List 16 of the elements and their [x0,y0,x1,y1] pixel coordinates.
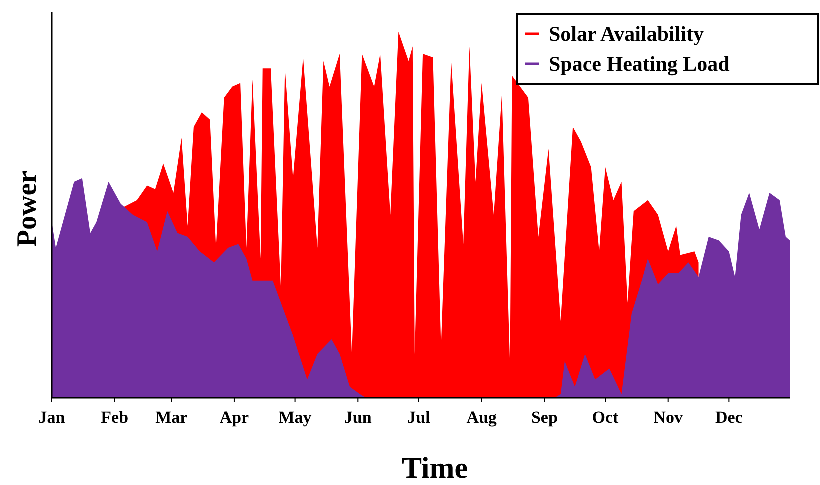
x-tick-label: Oct [592,408,620,427]
x-tick-label: May [278,408,312,427]
x-tick-label: Feb [101,408,129,427]
x-tick-label: Jan [38,408,66,427]
legend-label: Space Heating Load [549,52,730,76]
x-tick-label: Nov [654,408,684,427]
x-axis-title: Time [402,452,468,485]
x-tick-label: Aug [466,408,498,427]
x-tick-label: Sep [531,408,558,427]
x-tick-label: Apr [220,408,250,427]
x-tick-label: Jul [408,408,431,427]
x-tick-label: Dec [715,408,744,427]
legend-label: Solar Availability [549,22,704,46]
x-tick-label: Jun [344,408,372,427]
x-tick-label: Mar [156,408,188,427]
y-axis-title: Power [12,170,43,248]
